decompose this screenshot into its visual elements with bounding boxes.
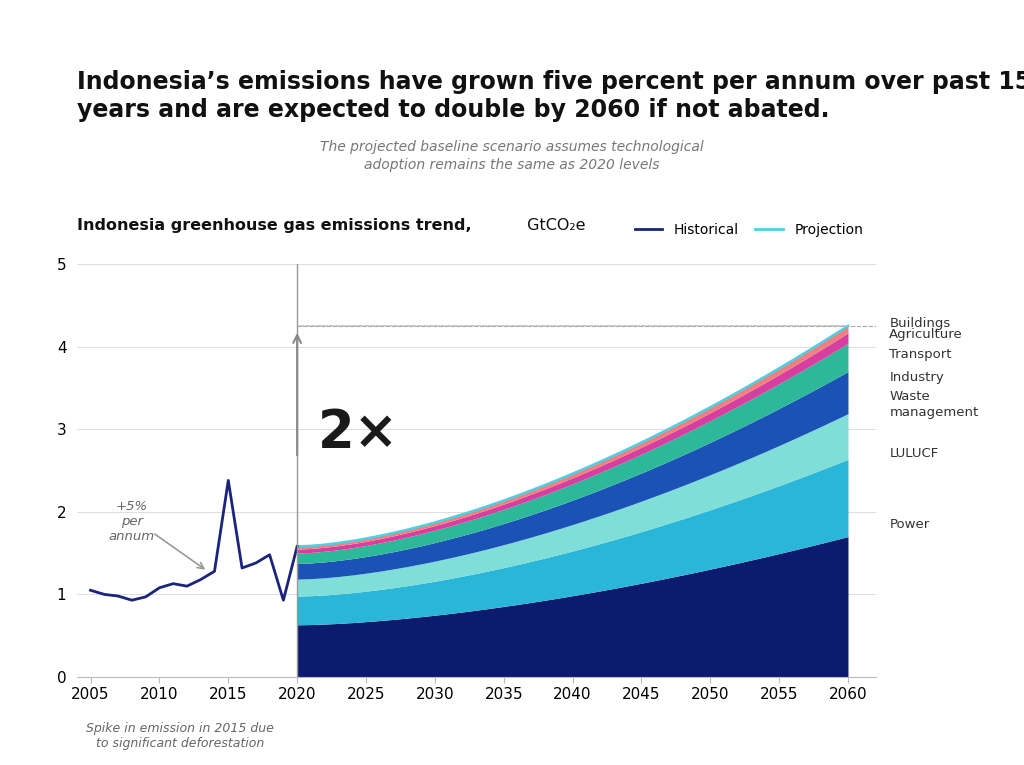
Text: +5%
per
annum: +5% per annum [109,500,155,543]
Text: Spike in emission in 2015 due
to significant deforestation: Spike in emission in 2015 due to signifi… [86,722,274,750]
Text: 2×: 2× [317,407,398,459]
Text: GtCO₂e: GtCO₂e [522,218,586,233]
Text: Buildings: Buildings [889,317,950,330]
Text: Indonesia’s emissions have grown five percent per annum over past 15
years and a: Indonesia’s emissions have grown five pe… [77,70,1024,122]
Legend: Historical, Projection: Historical, Projection [629,217,868,243]
Text: Industry: Industry [889,372,944,385]
Text: Power: Power [889,518,930,531]
Text: Waste
management: Waste management [889,390,979,419]
Text: The projected baseline scenario assumes technological
adoption remains the same : The projected baseline scenario assumes … [321,140,703,172]
Text: Indonesia greenhouse gas emissions trend,: Indonesia greenhouse gas emissions trend… [77,218,471,233]
Text: Agriculture: Agriculture [889,327,963,340]
Text: Transport: Transport [889,348,951,361]
Text: LULUCF: LULUCF [889,448,939,461]
